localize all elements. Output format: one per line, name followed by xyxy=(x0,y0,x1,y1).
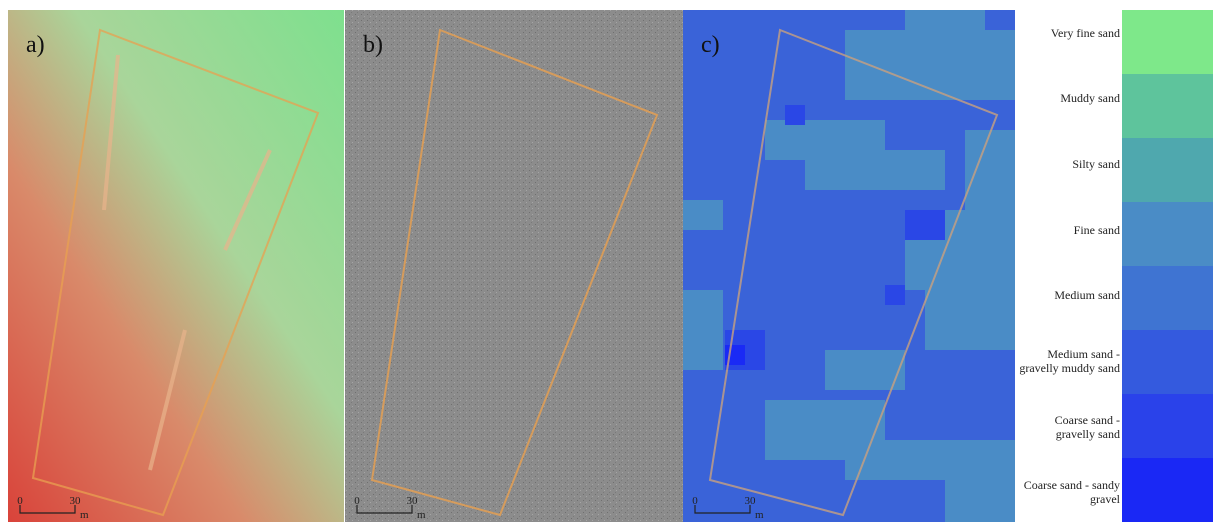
scale-start: 0 xyxy=(354,495,360,507)
legend-swatch xyxy=(1122,394,1213,458)
panel-label: c) xyxy=(701,32,720,58)
figure: a) 0 30 m b) 0 30 m c) 0 30 m Very fine sandMuddy s… xyxy=(0,0,1213,525)
legend-swatch xyxy=(1122,138,1213,202)
scale-unit: m xyxy=(755,509,764,521)
legend-label: Medium sand xyxy=(1016,263,1120,329)
scale-end: 30 xyxy=(407,495,419,507)
backscatter-map xyxy=(345,10,683,522)
legend-label: Coarse sand - sandy gravel xyxy=(1016,459,1120,525)
legend-swatch xyxy=(1122,10,1213,74)
legend-swatch xyxy=(1122,330,1213,394)
legend-swatch xyxy=(1122,74,1213,138)
scale-unit: m xyxy=(80,509,89,521)
terrain-map xyxy=(8,10,344,522)
legend-label: Coarse sand - gravelly sand xyxy=(1016,394,1120,460)
scale-unit: m xyxy=(417,509,426,521)
scale-end: 30 xyxy=(745,495,757,507)
scale-start: 0 xyxy=(17,495,23,507)
legend-label: Very fine sand xyxy=(1016,0,1120,66)
scale-start: 0 xyxy=(692,495,698,507)
panel-label: a) xyxy=(26,32,45,58)
legend-swatch xyxy=(1122,266,1213,330)
panel-label: b) xyxy=(363,32,383,58)
scale-end: 30 xyxy=(70,495,82,507)
legend-swatch xyxy=(1122,202,1213,266)
legend-swatch xyxy=(1122,458,1213,522)
legend-label: Muddy sand xyxy=(1016,66,1120,132)
legend-label: Silty sand xyxy=(1016,131,1120,197)
legend-label: Medium sand - gravelly muddy sand xyxy=(1016,328,1120,394)
legend-label: Fine sand xyxy=(1016,197,1120,263)
